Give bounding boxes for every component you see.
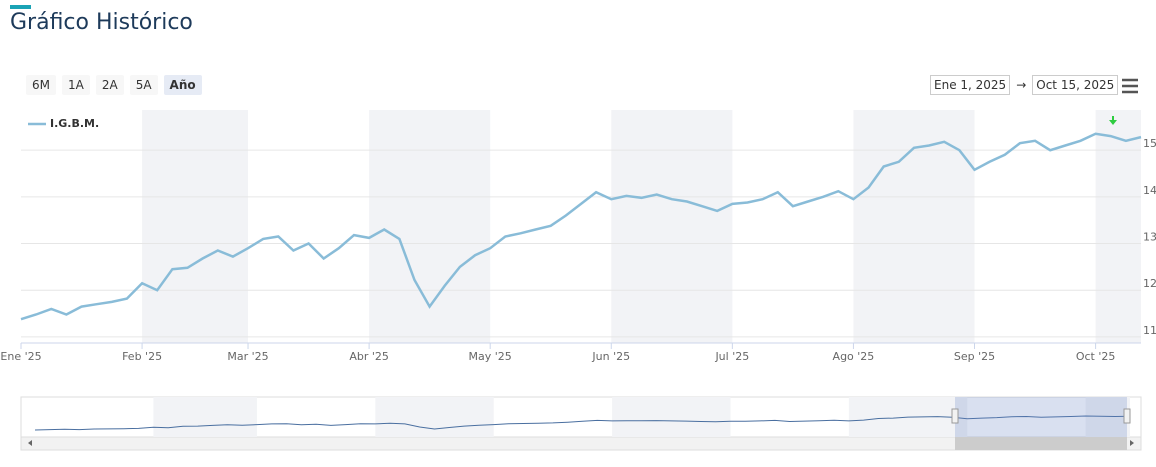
range-button[interactable]: Año xyxy=(163,75,202,95)
x-tick-label: Ene '25 xyxy=(0,350,41,363)
navigator-line xyxy=(34,415,1131,431)
x-tick-label: Ago '25 xyxy=(833,350,875,363)
navigator-handle xyxy=(951,408,959,424)
y-tick-label: 1500 xyxy=(1143,137,1156,150)
plot-background xyxy=(142,110,1141,437)
y-tick-label: 1100 xyxy=(1143,324,1156,337)
x-tick-label: Jun '25 xyxy=(591,350,630,363)
navigator-mask xyxy=(955,397,1127,437)
range-button[interactable]: 5A xyxy=(129,75,158,95)
legend-label: I.G.B.M. xyxy=(50,117,99,130)
date-from[interactable]: Ene 1, 2025 xyxy=(930,75,1011,95)
date-to[interactable]: Oct 15, 2025 xyxy=(1032,75,1119,95)
navigator-handle xyxy=(1123,408,1131,424)
x-tick-label: Feb '25 xyxy=(122,350,162,363)
series-line xyxy=(20,132,1142,321)
date-range: Ene 1, 2025 → Oct 15, 2025 xyxy=(930,75,1119,95)
scrollbar-thumb[interactable] xyxy=(955,437,1127,450)
x-tick-label: Sep '25 xyxy=(954,350,995,363)
annotation-flag xyxy=(1109,116,1117,125)
x-tick-label: Abr '25 xyxy=(349,350,389,363)
menu-icon[interactable] xyxy=(1122,78,1138,94)
x-tick-label: Mar '25 xyxy=(227,350,268,363)
range-button[interactable]: 1A xyxy=(62,75,90,95)
navigator-band xyxy=(612,397,731,437)
range-buttons: 6M 1A 2A 5A Año xyxy=(26,75,202,95)
title-accent xyxy=(10,5,31,9)
date-arrow: → xyxy=(1016,78,1027,92)
page-title: Gráfico Histórico xyxy=(10,10,193,35)
x-tick-label: Oct '25 xyxy=(1076,350,1116,363)
y-tick-label: 1200 xyxy=(1143,277,1156,290)
navigator-band xyxy=(153,397,257,437)
range-button[interactable]: 6M xyxy=(26,75,56,95)
month-band xyxy=(611,110,733,343)
x-tick-label: Jul '25 xyxy=(714,350,749,363)
y-tick-label: 1300 xyxy=(1143,231,1156,244)
scrollbar[interactable] xyxy=(20,436,1142,451)
y-tick-label: 1400 xyxy=(1143,184,1156,197)
month-band xyxy=(1095,110,1141,343)
navigator-band xyxy=(375,397,494,437)
range-button[interactable]: 2A xyxy=(95,75,124,95)
month-band xyxy=(142,110,249,343)
x-tick-label: May '25 xyxy=(469,350,512,363)
navigator-band xyxy=(1085,397,1130,437)
month-band xyxy=(853,110,975,343)
